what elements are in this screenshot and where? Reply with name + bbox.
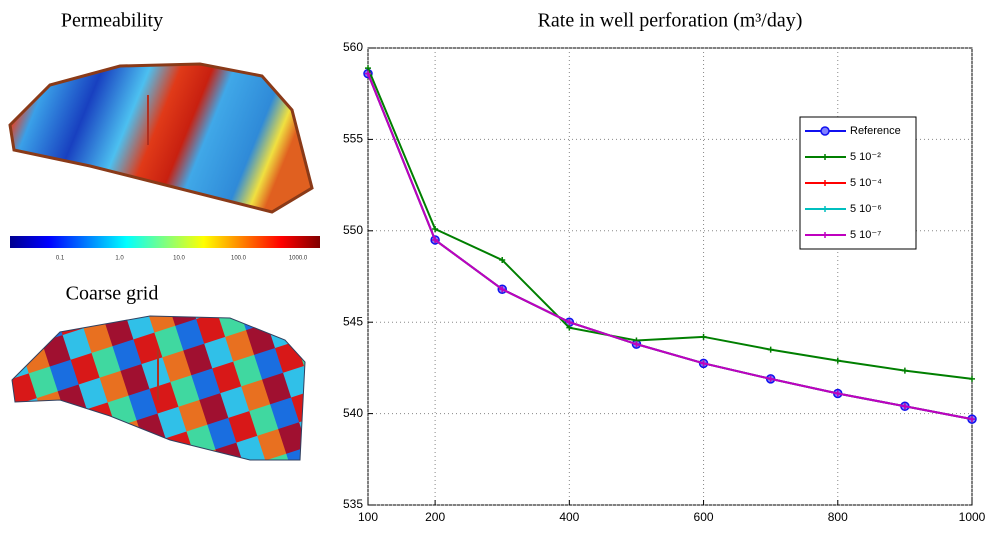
legend-label: 5 10⁻⁶ (850, 203, 882, 215)
x-tick-label: 100 (358, 510, 378, 524)
marker (365, 70, 371, 77)
marker (566, 324, 573, 331)
x-tick-label: 800 (828, 510, 848, 524)
marker (700, 360, 707, 367)
y-tick-label: 555 (343, 132, 363, 146)
panel-title: Coarse grid (66, 283, 159, 305)
panel-title: Permeability (61, 10, 163, 32)
marker (969, 375, 975, 382)
legend-label: Reference (850, 125, 901, 137)
x-tick-label: 600 (694, 510, 714, 524)
marker (901, 403, 908, 410)
colorbar-tick-label: 10.0 (173, 256, 185, 262)
marker (432, 236, 439, 243)
marker (499, 286, 506, 293)
legend-label: 5 10⁻⁴ (850, 177, 882, 189)
y-tick-label: 540 (343, 406, 363, 420)
marker (566, 319, 573, 326)
marker (633, 341, 640, 348)
series-line (367, 67, 973, 380)
marker (822, 232, 828, 238)
marker (834, 390, 841, 397)
series-line (367, 73, 973, 421)
marker (822, 180, 828, 186)
legend-label: 5 10⁻² (850, 151, 881, 163)
y-tick-label: 560 (343, 40, 363, 54)
colorbar-tick-label: 0.1 (56, 256, 65, 262)
marker (901, 367, 908, 374)
marker (499, 257, 506, 264)
x-tick-label: 400 (559, 510, 579, 524)
y-tick-label: 550 (343, 223, 363, 237)
y-tick-label: 545 (343, 314, 363, 328)
colorbar-tick-label: 1.0 (115, 256, 124, 262)
x-tick-label: 200 (425, 510, 445, 524)
marker (767, 346, 774, 353)
colorbar (10, 236, 320, 248)
marker (432, 225, 439, 232)
marker (834, 357, 841, 364)
marker (365, 65, 371, 72)
marker (820, 126, 830, 136)
marker (969, 416, 975, 423)
y-tick-label: 535 (343, 497, 363, 511)
legend-label: 5 10⁻⁷ (850, 229, 881, 241)
x-tick-label: 1000 (959, 510, 986, 524)
colorbar-tick-label: 100.0 (231, 256, 247, 262)
marker (700, 333, 707, 340)
colorbar-tick-label: 1000.0 (289, 256, 308, 262)
permeability-image (8, 62, 314, 214)
marker (767, 375, 774, 382)
marker (822, 154, 828, 160)
marker (822, 206, 828, 212)
chart-title: Rate in well perforation (m³/day) (538, 10, 803, 32)
